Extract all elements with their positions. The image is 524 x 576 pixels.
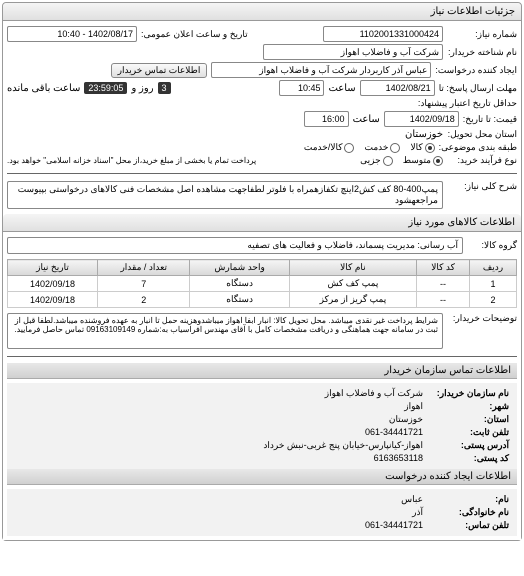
province-value: خوزستان bbox=[405, 129, 443, 140]
th-code: کد کالا bbox=[417, 260, 470, 276]
creator-contact-header: اطلاعات ایجاد کننده درخواست bbox=[7, 469, 517, 485]
buyer-terms-text: شرایط پرداخت غیر نقدی میباشد. محل تحویل … bbox=[7, 313, 443, 349]
payment-note: پرداخت تمام یا بخشی از مبلغ خرید،از محل … bbox=[7, 156, 256, 165]
org-address-value: اهواز-کیانپارس-خیابان پنج غربی-نبش خرداد bbox=[263, 440, 423, 451]
goods-info-header: اطلاعات کالاهای مورد نیاز bbox=[3, 214, 521, 232]
radio-service-label: خدمت bbox=[364, 142, 388, 153]
org-province-label: استان: bbox=[429, 414, 509, 425]
th-name: نام کالا bbox=[289, 260, 416, 276]
goods-table: ردیف کد کالا نام کالا واحد شمارش تعداد /… bbox=[7, 259, 517, 308]
credit-label2: قیمت: تا تاریخ: bbox=[463, 114, 517, 125]
cell-code: -- bbox=[417, 292, 470, 308]
countdown-time: 23:59:05 bbox=[84, 82, 127, 94]
cell-row: 1 bbox=[470, 276, 517, 292]
goods-group-value: آب رسانی: مدیریت پسماند، فاضلاب و فعالیت… bbox=[7, 237, 463, 254]
announce-label: تاریخ و ساعت اعلان عمومی: bbox=[141, 29, 248, 40]
creator-label: ایجاد کننده درخواست: bbox=[435, 65, 517, 76]
table-row[interactable]: 1 -- پمپ کف کش دستگاه 7 1402/09/18 bbox=[8, 276, 517, 292]
radio-low-label: متوسط bbox=[403, 155, 431, 166]
radio-goods-service[interactable]: کالا/خدمت bbox=[304, 142, 355, 153]
creator-family-label: نام خانوادگی: bbox=[429, 507, 509, 518]
radio-goods-label: کالا bbox=[410, 142, 422, 153]
cell-name: پمپ گریز از مرکز bbox=[289, 292, 416, 308]
table-header-row: ردیف کد کالا نام کالا واحد شمارش تعداد /… bbox=[8, 260, 517, 276]
radio-mid-label: جزیی bbox=[360, 155, 381, 166]
org-postal-label: کد پستی: bbox=[429, 453, 509, 464]
province-label: استان محل تحویل: bbox=[447, 129, 517, 140]
deadline-date-field[interactable] bbox=[360, 80, 435, 96]
radio-low[interactable]: متوسط bbox=[403, 155, 443, 166]
req-number-field[interactable] bbox=[323, 26, 443, 42]
th-unit: واحد شمارش bbox=[190, 260, 289, 276]
cell-code: -- bbox=[417, 276, 470, 292]
cell-date: 1402/09/18 bbox=[8, 276, 98, 292]
org-name-value: شرکت آب و فاضلاب اهواز bbox=[325, 388, 423, 399]
th-row: ردیف bbox=[470, 260, 517, 276]
need-desc-text: پمپ400-80 کف کش2اینچ تکفازهمراه با فلوتر… bbox=[7, 181, 443, 209]
org-postal-value: 6163653118 bbox=[374, 453, 423, 464]
creator-name-label: نام: bbox=[429, 494, 509, 505]
th-qty: تعداد / مقدار bbox=[97, 260, 190, 276]
announce-field[interactable] bbox=[7, 26, 137, 42]
radio-goods[interactable]: کالا bbox=[410, 142, 434, 153]
radio-service-icon bbox=[390, 143, 400, 153]
th-date: تاریخ نیاز bbox=[8, 260, 98, 276]
org-contact-header: اطلاعات تماس سازمان خریدار bbox=[7, 363, 517, 379]
panel-title: جزئیات اطلاعات نیاز bbox=[3, 3, 521, 21]
org-phone-label: تلفن ثابت: bbox=[429, 427, 509, 438]
cell-unit: دستگاه bbox=[190, 292, 289, 308]
org-city-label: شهر: bbox=[429, 401, 509, 412]
cell-row: 2 bbox=[470, 292, 517, 308]
budget-type-label: طبقه بندی موضوعی: bbox=[439, 142, 517, 153]
countdown-days: 3 bbox=[158, 82, 171, 94]
table-row[interactable]: 2 -- پمپ گریز از مرکز دستگاه 2 1402/09/1… bbox=[8, 292, 517, 308]
org-phone-value: 061-34441721 bbox=[365, 427, 423, 438]
radio-goods-service-icon bbox=[344, 143, 354, 153]
radio-goods-icon bbox=[425, 143, 435, 153]
credit-time-field[interactable] bbox=[304, 111, 349, 127]
credit-date-field[interactable] bbox=[384, 111, 459, 127]
buyer-name-field[interactable] bbox=[263, 44, 443, 60]
cell-name: پمپ کف کش bbox=[289, 276, 416, 292]
buyer-name-label: نام شناخته خریدار: bbox=[447, 47, 517, 58]
payment-type-label: نوع فرآیند خرید: bbox=[447, 155, 517, 166]
panel-body: شماره نیاز: تاریخ و ساعت اعلان عمومی: نا… bbox=[3, 21, 521, 540]
credit-label: حداقل تاریخ اعتبار پیشنهاد: bbox=[418, 98, 517, 109]
radio-mid-icon bbox=[383, 156, 393, 166]
main-panel: جزئیات اطلاعات نیاز شماره نیاز: تاریخ و … bbox=[2, 2, 522, 541]
cell-unit: دستگاه bbox=[190, 276, 289, 292]
creator-phone-label: تلفن تماس: bbox=[429, 520, 509, 531]
org-city-value: اهواز bbox=[404, 401, 423, 412]
goods-group-label: گروه کالا: bbox=[467, 240, 517, 251]
deadline-label: مهلت ارسال پاسخ: تا bbox=[439, 83, 517, 94]
credit-time-label: ساعت bbox=[353, 114, 380, 125]
org-address-label: آدرس پستی: bbox=[429, 440, 509, 451]
cell-date: 1402/09/18 bbox=[8, 292, 98, 308]
deadline-time-field[interactable] bbox=[279, 80, 324, 96]
cell-qty: 7 bbox=[97, 276, 190, 292]
need-desc-label: شرح کلی نیاز: bbox=[447, 181, 517, 192]
creator-field[interactable] bbox=[211, 62, 431, 78]
creator-family-value: آذر bbox=[412, 507, 423, 518]
cell-qty: 2 bbox=[97, 292, 190, 308]
deadline-time-label: ساعت bbox=[328, 83, 355, 94]
org-province-value: خوزستان bbox=[389, 414, 423, 425]
radio-goods-service-label: کالا/خدمت bbox=[304, 142, 343, 153]
radio-service[interactable]: خدمت bbox=[364, 142, 400, 153]
creator-name-value: عباس bbox=[401, 494, 423, 505]
org-contact-section: نام سازمان خریدار: شرکت آب و فاضلاب اهوا… bbox=[7, 383, 517, 469]
contact-buyer-button[interactable]: اطلاعات تماس خریدار bbox=[111, 63, 208, 78]
org-name-label: نام سازمان خریدار: bbox=[429, 388, 509, 399]
radio-low-icon bbox=[433, 156, 443, 166]
countdown-days-label: روز و bbox=[131, 83, 153, 94]
radio-mid[interactable]: جزیی bbox=[360, 155, 393, 166]
countdown-remain-label: ساعت باقی مانده bbox=[7, 83, 80, 94]
creator-contact-section: نام: عباس نام خانوادگی: آذر تلفن تماس: 0… bbox=[7, 489, 517, 536]
req-number-label: شماره نیاز: bbox=[447, 29, 517, 40]
buyer-terms-label: توضیحات خریدار: bbox=[447, 313, 517, 324]
creator-phone-value: 061-34441721 bbox=[365, 520, 423, 531]
